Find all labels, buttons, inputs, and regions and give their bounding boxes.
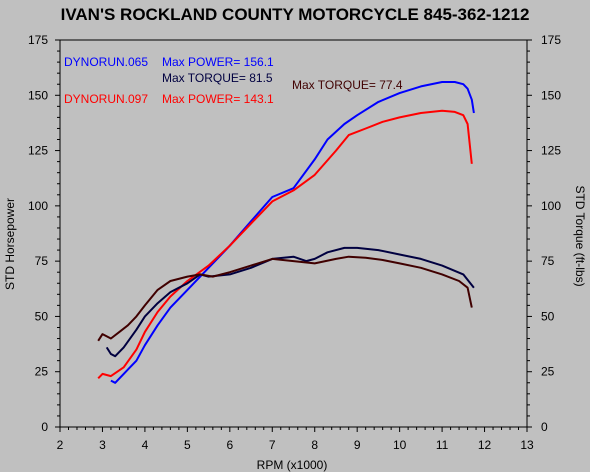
- run097-max-torque-label: Max TORQUE= 77.4: [292, 78, 403, 92]
- y-right-tick-label: 25: [541, 365, 555, 379]
- series-lines: [97, 81, 475, 384]
- x-tick-label: 10: [393, 438, 407, 452]
- x-tick-label: 12: [478, 438, 492, 452]
- y-right-tick-label: 100: [541, 199, 561, 213]
- y-axis-left-label: STD Horsepower: [3, 198, 17, 290]
- run065-torque-line: [105, 246, 475, 358]
- x-tick-label: 9: [354, 438, 361, 452]
- chart-title: IVAN'S ROCKLAND COUNTY MOTORCYCLE 845-36…: [61, 5, 530, 24]
- y-right-tick-label: 50: [541, 309, 555, 323]
- run097-torque-line: [97, 255, 473, 342]
- y-left-tick-label: 175: [28, 33, 48, 47]
- run065-max-torque-label: Max TORQUE= 81.5: [162, 71, 273, 85]
- y-left-tick-label: 100: [28, 199, 48, 213]
- x-tick-label: 13: [520, 438, 534, 452]
- y-right-tick-labels: 0 25 50 75 100 125 150 175: [541, 33, 561, 434]
- y-left-tick-label: 50: [35, 309, 49, 323]
- run097-max-power-label: Max POWER= 143.1: [162, 92, 274, 106]
- plot-area-frame: [59, 39, 528, 428]
- x-tick-label: 8: [311, 438, 318, 452]
- y-left-tick-label: 0: [41, 420, 48, 434]
- x-tick-label: 2: [57, 438, 64, 452]
- y-left-tick-label: 125: [28, 144, 48, 158]
- x-tick-label: 3: [99, 438, 106, 452]
- y-left-tick-label: 25: [35, 365, 49, 379]
- y-right-tick-label: 125: [541, 144, 561, 158]
- y-left-tick-labels: 0 25 50 75 100 125 150 175: [28, 33, 48, 434]
- run097-name-label: DYNORUN.097: [64, 92, 148, 106]
- run065-name-label: DYNORUN.065: [64, 55, 148, 69]
- run065-max-power-label: Max POWER= 156.1: [162, 55, 274, 69]
- y-right-tick-label: 150: [541, 88, 561, 102]
- y-right-tick-label: 175: [541, 33, 561, 47]
- x-tick-label: 4: [142, 438, 149, 452]
- y-right-tick-label: 0: [541, 420, 548, 434]
- y-left-tick-label: 150: [28, 88, 48, 102]
- x-tick-label: 5: [184, 438, 191, 452]
- y-left-tick-label: 75: [35, 254, 49, 268]
- run065-power-line: [110, 81, 475, 384]
- x-tick-labels: 2 3 4 5 6 7 8 9 10 11 12 13: [57, 438, 534, 452]
- x-tick-label: 7: [269, 438, 276, 452]
- y-axis-right-label: STD Torque (ft-lbs): [573, 185, 587, 286]
- run097-power-line: [97, 109, 473, 379]
- x-tick-label: 6: [226, 438, 233, 452]
- y-right-tick-label: 75: [541, 254, 555, 268]
- x-axis-label: RPM (x1000): [257, 458, 328, 472]
- x-tick-label: 11: [436, 438, 449, 452]
- axes-frame: [55, 39, 532, 432]
